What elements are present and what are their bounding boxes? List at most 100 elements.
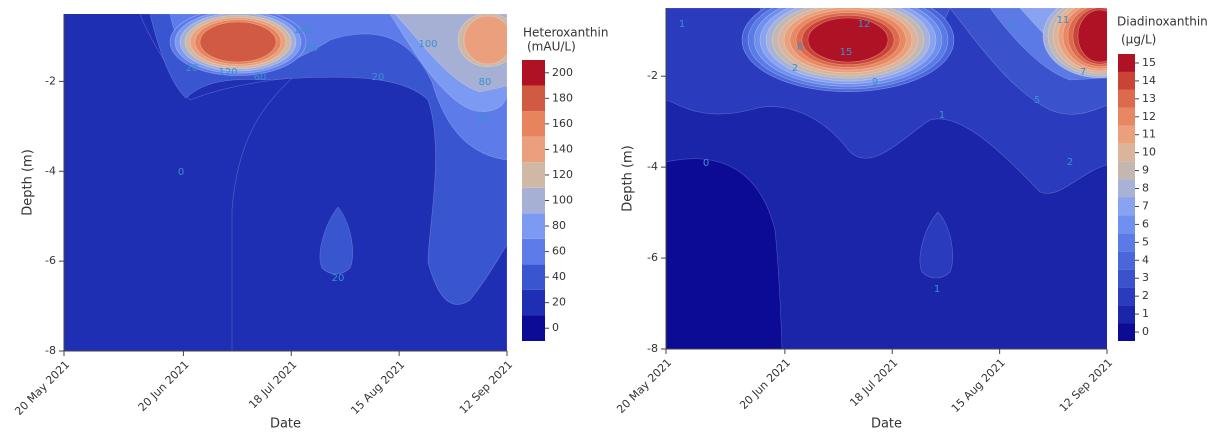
y-tick-label: -6 xyxy=(647,251,658,264)
y-tick-label: -4 xyxy=(647,160,658,173)
y-tick-label: -4 xyxy=(45,164,56,177)
contour-label: 80 xyxy=(306,43,319,54)
colorbar-band xyxy=(1118,161,1135,180)
contour-label: 120 xyxy=(218,67,237,78)
contour-region xyxy=(666,158,783,349)
colorbar-band xyxy=(1118,323,1135,341)
x-axis-title: Date xyxy=(871,417,902,432)
contour-label: 8 xyxy=(797,42,803,53)
contour-label: 1 xyxy=(679,19,685,30)
colorbar-band xyxy=(522,315,545,341)
colorbar-tick-label: 0 xyxy=(1142,325,1149,338)
colorbar-band xyxy=(1118,125,1135,144)
contour-region xyxy=(807,17,889,63)
x-tick-label: 20 Jun 2021 xyxy=(136,358,192,414)
colorbar-tick-label: 80 xyxy=(552,219,566,232)
colorbar-tick-label: 3 xyxy=(1142,271,1149,284)
contour-region xyxy=(139,14,507,351)
contour-label: 20 xyxy=(332,273,345,284)
contour-label: 60 xyxy=(478,113,491,124)
colorbar-tick-label: 2 xyxy=(1142,289,1149,302)
x-tick-label: 20 May 2021 xyxy=(614,356,674,416)
colorbar-band xyxy=(522,85,545,112)
colorbar-title: (mAU/L) xyxy=(527,40,576,54)
colorbar-band xyxy=(522,111,545,137)
contour-label: 100 xyxy=(418,39,437,50)
contour-label: 0 xyxy=(178,167,184,178)
colorbar-band xyxy=(1118,54,1135,72)
contour-region xyxy=(919,211,953,279)
x-tick-label: 20 May 2021 xyxy=(12,358,72,418)
contour-label: 15 xyxy=(840,47,853,58)
colorbar-band xyxy=(1118,179,1135,198)
colorbar-tick-label: 9 xyxy=(1142,164,1149,177)
contour-label: 1 xyxy=(934,284,940,295)
contour-region xyxy=(1077,9,1107,63)
colorbar-tick-label: 15 xyxy=(1142,56,1156,69)
colorbar-tick-label: 0 xyxy=(552,321,559,334)
contour-label: 80 xyxy=(479,77,492,88)
contour-label: 1 xyxy=(939,110,945,121)
contour-label: 20 xyxy=(186,63,199,74)
colorbar-band xyxy=(1118,305,1135,324)
contour-label: 9 xyxy=(872,77,878,88)
contour-region xyxy=(319,206,353,275)
contour-region xyxy=(199,21,277,63)
contour-label: 12 xyxy=(858,19,871,30)
colorbar-tick-label: 6 xyxy=(1142,217,1149,230)
colorbar-tick-label: 10 xyxy=(1142,146,1156,159)
x-axis-title: Date xyxy=(270,417,301,432)
colorbar-tick-label: 60 xyxy=(552,245,566,258)
contour-label: 11 xyxy=(1057,15,1070,26)
x-tick-label: 12 Sep 2021 xyxy=(1057,356,1115,414)
y-tick-label: -6 xyxy=(45,254,56,267)
plot-area: 0 20 20 20 60 80 80 100 120 140 60 xyxy=(64,14,507,351)
colorbar-band xyxy=(1118,287,1135,306)
colorbar-band xyxy=(522,238,545,265)
contour-label: 20 xyxy=(372,72,385,83)
contour-label: 140 xyxy=(293,25,312,36)
x-tick-label: 18 Jul 2021 xyxy=(847,356,900,409)
y-tick-label: -8 xyxy=(647,342,658,355)
x-tick-label: 15 Aug 2021 xyxy=(949,356,1008,415)
colorbar-band xyxy=(1118,71,1135,90)
colorbar-tick-label: 13 xyxy=(1142,92,1156,105)
y-tick-label: -2 xyxy=(647,69,658,82)
colorbar-title: (µg/L) xyxy=(1121,33,1156,47)
colorbar-tick-label: 12 xyxy=(1142,110,1156,123)
colorbar-tick-label: 4 xyxy=(1142,253,1149,266)
colorbar-tick-label: 140 xyxy=(552,142,573,155)
colorbar-band xyxy=(522,187,545,214)
colorbar-band xyxy=(1118,89,1135,108)
contour-region xyxy=(463,15,507,65)
contour-label: 6 xyxy=(1010,21,1016,32)
y-axis-title: Depth (m) xyxy=(21,149,36,216)
colorbar-tick-label: 180 xyxy=(552,91,573,104)
colorbar-band xyxy=(1118,233,1135,252)
colorbar-band xyxy=(522,136,545,163)
colorbar-tick-label: 40 xyxy=(552,270,566,283)
y-tick-label: -8 xyxy=(45,344,56,357)
x-tick-label: 20 Jun 2021 xyxy=(737,356,793,412)
colorbar-tick-label: 7 xyxy=(1142,199,1149,212)
colorbar-title: Diadinoxanthin xyxy=(1117,15,1208,29)
contour-chart: 0 20 20 20 60 80 80 100 120 140 60 -2 -4 -6 -820 May 2… xyxy=(12,14,608,432)
colorbar-band xyxy=(1118,107,1135,126)
colorbar-tick-label: 14 xyxy=(1142,74,1156,87)
colorbar-tick-label: 20 xyxy=(552,296,566,309)
colorbar-band xyxy=(522,264,545,290)
contour-label: 2 xyxy=(1067,157,1073,168)
y-tick-label: -2 xyxy=(45,74,56,87)
contour-label: 5 xyxy=(1034,95,1040,106)
colorbar-tick-label: 160 xyxy=(552,117,573,130)
colorbar-band xyxy=(1118,215,1135,234)
contour-label: 7 xyxy=(1080,67,1086,78)
colorbar-band xyxy=(522,213,545,239)
colorbar-band xyxy=(522,289,545,316)
colorbar-band xyxy=(522,162,545,188)
colorbar-tick-label: 200 xyxy=(552,66,573,79)
colorbar-tick-label: 120 xyxy=(552,168,573,181)
y-axis-title: Depth (m) xyxy=(621,145,636,212)
